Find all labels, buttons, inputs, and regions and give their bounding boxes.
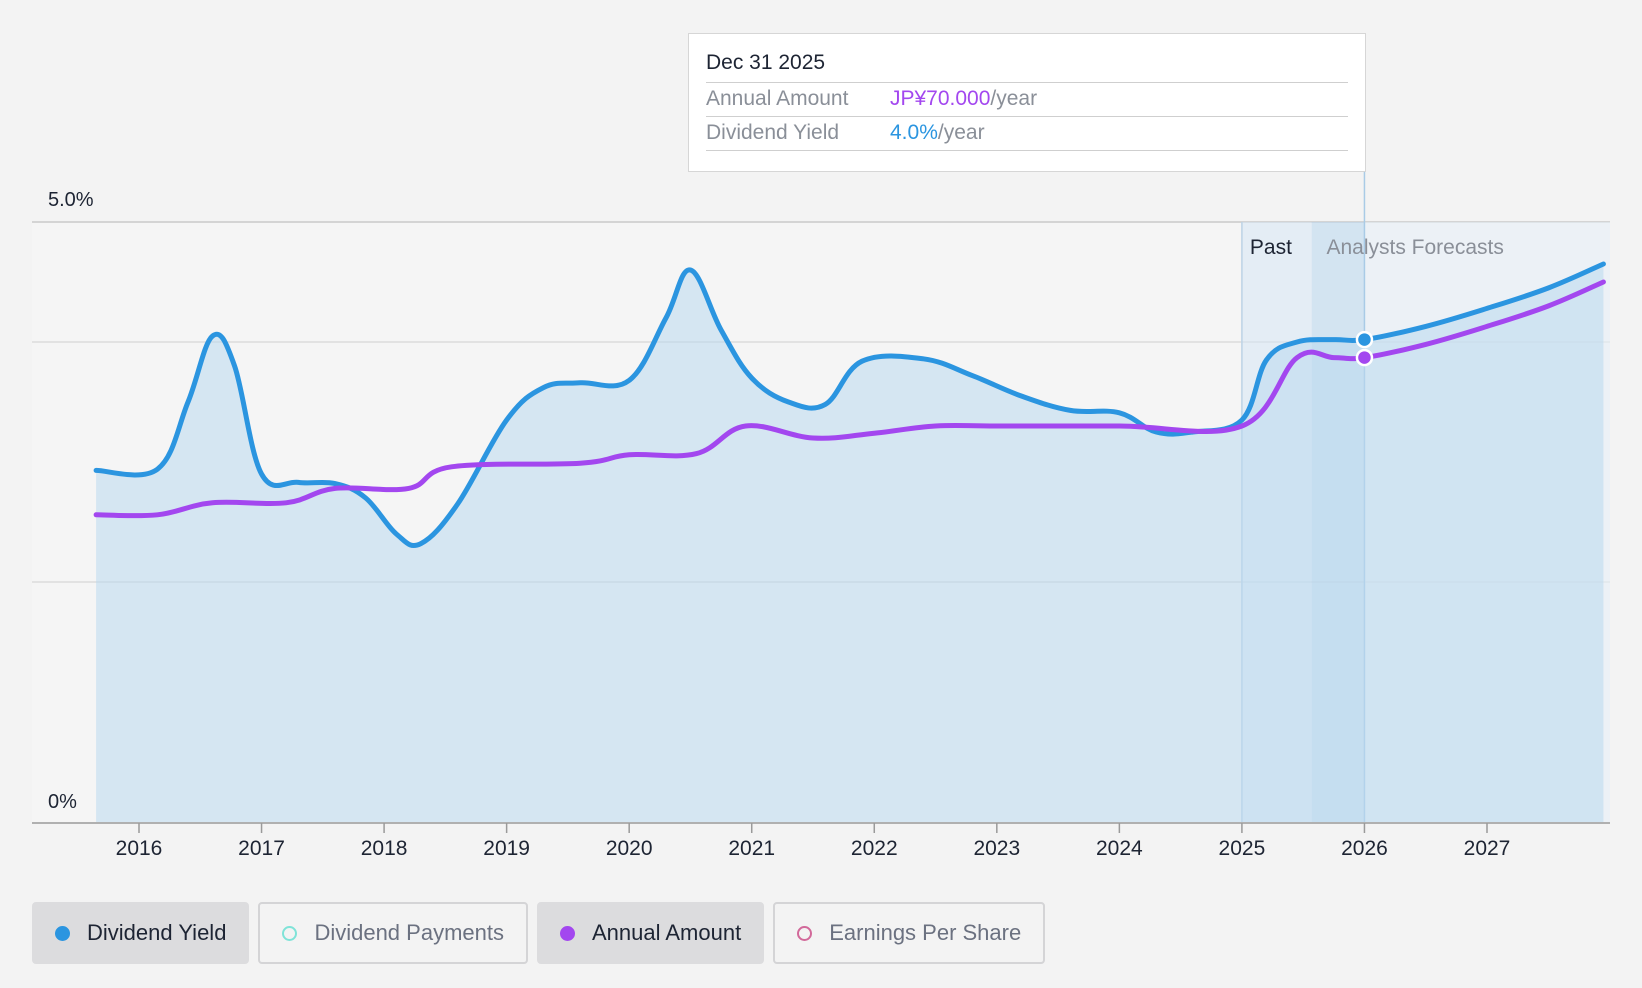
x-tick-label: 2021 [728,837,775,860]
dividend-yield-marker [1355,330,1374,349]
legend-dividend-yield-button[interactable]: Dividend Yield [32,902,250,964]
x-tick-label: 2025 [1219,837,1266,860]
y-tick-label: 0% [48,791,77,813]
legend-label: Annual Amount [591,920,742,945]
filled-circle-icon [559,925,575,941]
legend-earnings-per-share-button[interactable]: Earnings Per Share [773,902,1046,964]
x-tick-label: 2017 [238,837,285,860]
x-tick-label: 2027 [1464,837,1511,860]
x-tick-label: 2020 [606,837,653,860]
legend-label: Earnings Per Share [829,920,1022,945]
forecast-label: Analysts Forecasts [1326,236,1503,259]
filled-circle-icon [55,925,70,941]
axis-labels: 2016 2017 2018 2019 2020 2021 2022 2023 2024 2025… [48,189,1510,860]
dividend-yield-area [96,264,1604,822]
tooltip-key: Annual Amount [706,87,849,110]
dividend-chart: 2016 2017 2018 2019 2020 2021 2022 2023 2024 2025… [32,172,1610,860]
series-lines [93,261,1606,822]
y-tick-label: 5.0% [48,189,94,211]
tooltip-value: 4.0% [890,121,938,144]
x-tick-label: 2024 [1096,837,1143,860]
dividend-yield-line [93,261,1606,549]
tooltip-row-annual-amount: Annual Amount JP¥70.000 /year [706,83,1348,117]
tooltip-date: Dec 31 2025 [706,48,1348,83]
data-tooltip: Dec 31 2025 Annual Amount JP¥70.000 /yea… [688,33,1366,172]
x-axis [32,822,1610,833]
tooltip-unit: /year [990,87,1038,110]
legend-annual-amount-button[interactable]: Annual Amount [536,902,765,964]
hollow-circle-icon [797,925,813,941]
x-tick-label: 2026 [1341,837,1388,860]
x-tick-label: 2022 [851,837,898,860]
legend-label: Dividend Yield [87,920,227,945]
annual-amount-marker [1355,348,1374,367]
legend-dividend-payments-button[interactable]: Dividend Payments [258,902,528,964]
x-tick-label: 2023 [973,837,1020,860]
x-tick-label: 2019 [483,837,530,860]
tooltip-value: JP¥70.000 [890,87,991,110]
chart-legend: Dividend Yield Dividend Payments Annual … [32,902,1046,964]
legend-label: Dividend Payments [314,920,504,945]
tooltip-row-dividend-yield: Dividend Yield 4.0% /year [706,117,1348,151]
hollow-circle-icon [282,925,298,941]
tooltip-key: Dividend Yield [706,121,840,144]
x-tick-label: 2018 [361,837,408,860]
tooltip-unit: /year [937,121,985,144]
past-label: Past [1250,236,1292,259]
x-tick-label: 2016 [116,837,163,860]
